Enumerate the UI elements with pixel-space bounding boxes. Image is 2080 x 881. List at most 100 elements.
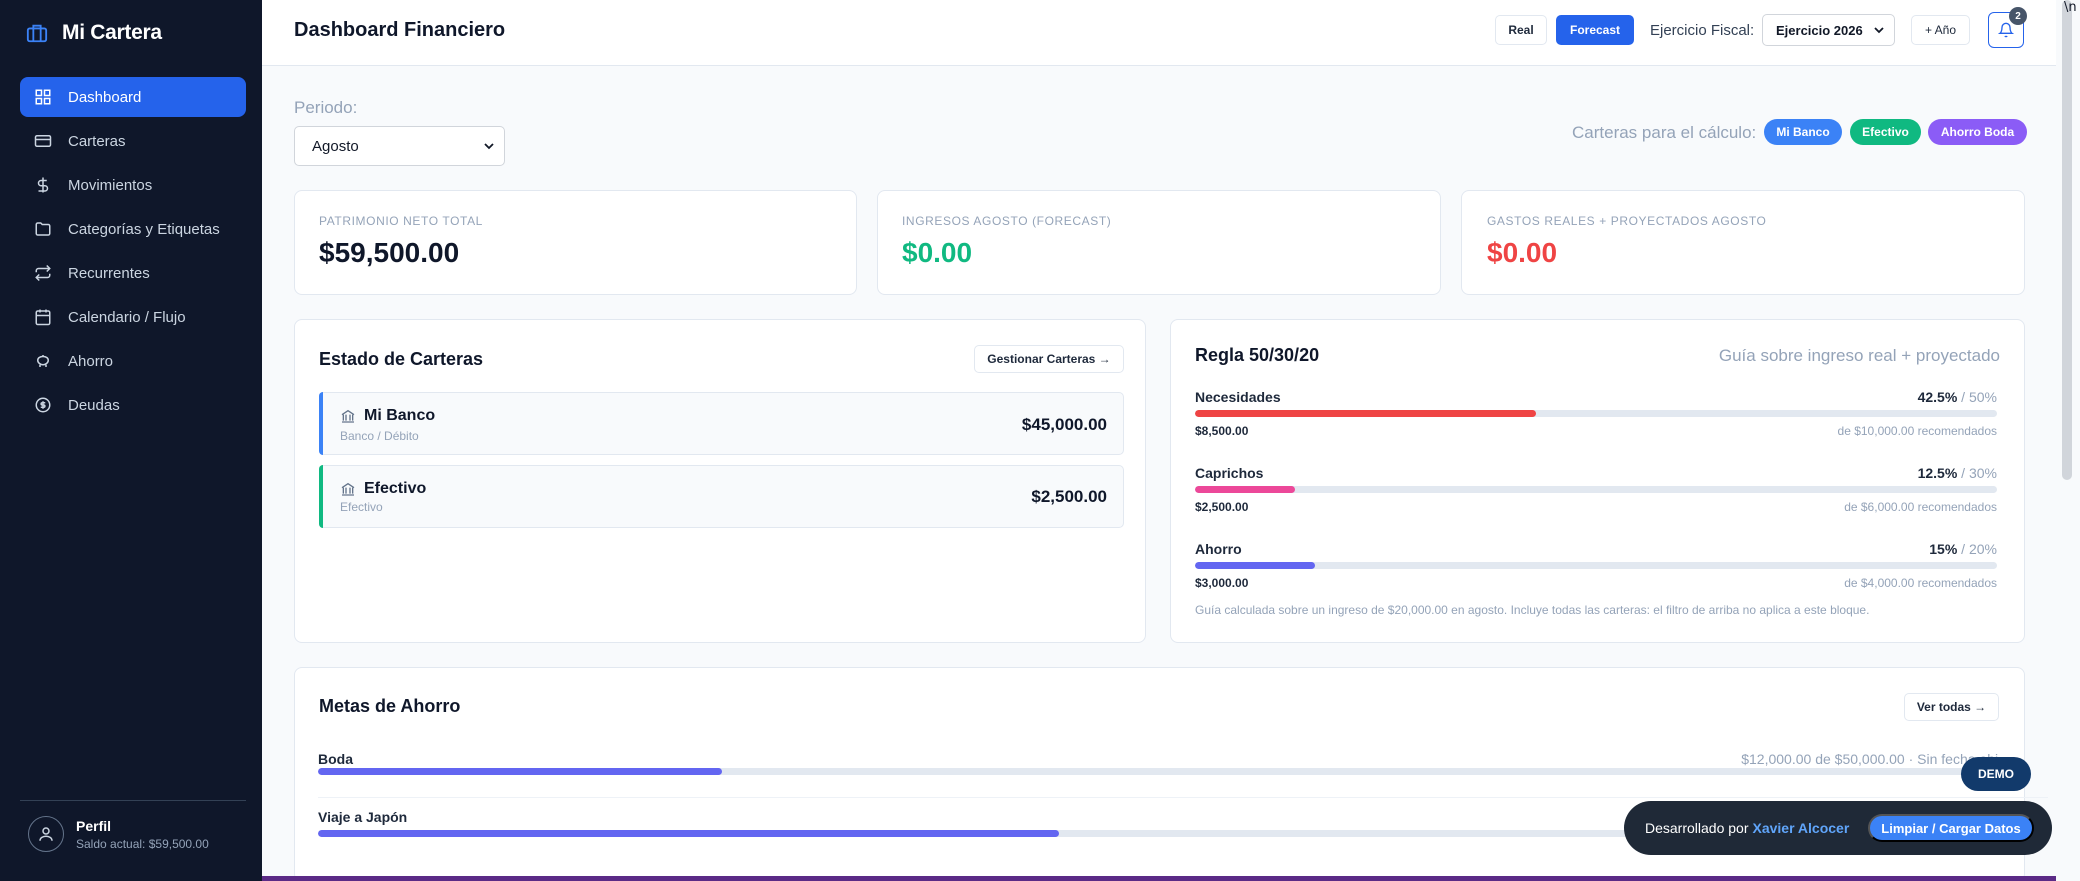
sidebar-item-calendario[interactable]: Calendario / Flujo	[20, 297, 246, 337]
kpi-label: INGRESOS AGOSTO (FORECAST)	[902, 214, 1112, 228]
rule-percentage: 12.5% / 30%	[1917, 465, 1997, 481]
goal-progress-track	[318, 830, 2002, 837]
goal-progress-fill	[318, 830, 1059, 837]
wallet-amount: $45,000.00	[1021, 415, 1107, 434]
rule-progress-track	[1195, 486, 1997, 493]
chevron-down-icon	[1874, 27, 1884, 34]
reset-load-data-button[interactable]: Limpiar / Cargar Datos	[1868, 814, 2034, 842]
wallet-amount: $2,500.00	[1031, 487, 1107, 506]
sidebar-item-carteras[interactable]: Carteras	[20, 121, 246, 161]
wallet-chip-ahorro-boda[interactable]: Ahorro Boda	[1928, 119, 2027, 145]
profile-name: Perfil	[76, 817, 112, 834]
rule-503020-card: Regla 50/30/20 Guía sobre ingreso real +…	[1170, 319, 2025, 643]
add-year-button[interactable]: + Año	[1911, 15, 1970, 45]
grid-icon	[35, 89, 51, 105]
scrollbar-thumb[interactable]	[2062, 0, 2072, 480]
user-icon	[39, 827, 53, 841]
rule-progress-track	[1195, 562, 1997, 569]
fiscal-year-label: Ejercicio Fiscal:	[1650, 22, 1755, 39]
sidebar-item-label: Deudas	[68, 396, 120, 414]
fiscal-year-value: Ejercicio 2026	[1776, 22, 1863, 38]
rule-recommended: de $10,000.00 recomendados	[1837, 424, 1997, 438]
sidebar-item-categorias[interactable]: Categorías y Etiquetas	[20, 209, 246, 249]
brand[interactable]: Mi Cartera	[26, 18, 162, 48]
sidebar-item-label: Dashboard	[68, 88, 142, 106]
rule-amount: $2,500.00	[1195, 500, 1249, 514]
kpi-value: $0.00	[902, 237, 973, 268]
goal-name: Boda	[318, 751, 353, 767]
demo-badge[interactable]: DEMO	[1961, 757, 2031, 791]
wallet-row[interactable]: Efectivo Efectivo $2,500.00	[319, 465, 1124, 528]
profile[interactable]: Perfil Saldo actual: $59,500.00	[28, 816, 209, 852]
rule-amount: $3,000.00	[1195, 576, 1249, 590]
kpi-label: PATRIMONIO NETO TOTAL	[319, 214, 483, 228]
rule-percentage: 42.5% / 50%	[1917, 389, 1997, 405]
folder-icon	[35, 222, 51, 236]
bank-icon	[341, 409, 355, 423]
see-all-goals-button[interactable]: Ver todas →	[1904, 693, 1999, 721]
goal-progress-track	[318, 768, 2002, 775]
kpi-value: $0.00	[1487, 237, 1558, 268]
manage-wallets-button[interactable]: Gestionar Carteras →	[974, 345, 1124, 373]
sidebar-nav: Dashboard Carteras Movimientos Categoría…	[20, 77, 246, 429]
wallet-type: Banco / Débito	[340, 429, 419, 443]
wallet-row[interactable]: Mi Banco Banco / Débito $45,000.00	[319, 392, 1124, 455]
sidebar-item-label: Categorías y Etiquetas	[68, 220, 220, 238]
sidebar: Mi Cartera Dashboard Carteras Movimiento…	[0, 0, 262, 881]
main-content: Dashboard Financiero Real Forecast Ejerc…	[262, 0, 2056, 881]
goal-name: Viaje a Japón	[318, 809, 408, 825]
period-select[interactable]: Agosto	[294, 126, 505, 166]
sidebar-item-deudas[interactable]: Deudas	[20, 385, 246, 425]
goal-info: $12,000.00 de $50,000.00 · Sin fecha obj…	[1741, 751, 2002, 767]
kpi-card-net-worth: PATRIMONIO NETO TOTAL $59,500.00	[294, 190, 857, 295]
rule-name: Caprichos	[1195, 465, 1264, 481]
bottom-edge	[262, 876, 2056, 881]
profile-balance: Saldo actual: $59,500.00	[76, 836, 209, 851]
wallets-card-title: Estado de Carteras	[319, 349, 484, 369]
rule-card-title: Regla 50/30/20	[1195, 345, 1320, 365]
sidebar-item-dashboard[interactable]: Dashboard	[20, 77, 246, 117]
sidebar-item-ahorro[interactable]: Ahorro	[20, 341, 246, 381]
page-title: Dashboard Financiero	[294, 19, 506, 41]
topbar: Dashboard Financiero Real Forecast Ejerc…	[262, 0, 2056, 66]
toast-author-link[interactable]: Xavier Alcocer	[1752, 820, 1850, 836]
rule-percentage: 15% / 20%	[1929, 541, 1997, 557]
rule-card-subtitle: Guía sobre ingreso real + proyectado	[1718, 346, 2000, 365]
rule-recommended: de $6,000.00 recomendados	[1844, 500, 1997, 514]
rule-progress-fill	[1195, 410, 1536, 417]
wallet-color-bar	[319, 392, 323, 455]
mode-real-button[interactable]: Real	[1495, 15, 1547, 45]
sidebar-item-movimientos[interactable]: Movimientos	[20, 165, 246, 205]
rule-name: Necesidades	[1195, 389, 1281, 405]
rule-row-necesidades: Necesidades 42.5% / 50% $8,500.00 de $10…	[1195, 389, 1997, 449]
rule-name: Ahorro	[1195, 541, 1242, 557]
sidebar-item-label: Carteras	[68, 132, 126, 150]
fiscal-year-select[interactable]: Ejercicio 2026	[1762, 14, 1895, 46]
wallet-chip-efectivo[interactable]: Efectivo	[1850, 119, 1921, 145]
bank-icon	[341, 482, 355, 496]
developer-toast: Desarrollado por Xavier Alcocer Limpiar …	[1624, 801, 2052, 855]
avatar	[28, 816, 64, 852]
piggy-bank-icon	[36, 355, 50, 367]
goal-progress-fill	[318, 768, 723, 775]
sidebar-item-label: Movimientos	[68, 176, 153, 194]
rule-progress-fill	[1195, 486, 1296, 493]
wallet-name: Efectivo	[364, 480, 427, 497]
wallet-chip-mi-banco[interactable]: Mi Banco	[1764, 119, 1842, 145]
briefcase-icon	[26, 24, 48, 43]
mode-forecast-button[interactable]: Forecast	[1556, 15, 1634, 45]
sidebar-item-label: Calendario / Flujo	[68, 308, 186, 326]
notification-badge: 2	[2009, 7, 2027, 25]
sidebar-divider	[20, 800, 246, 801]
dollar-icon	[37, 177, 49, 193]
kpi-card-expenses: GASTOS REALES + PROYECTADOS AGOSTO $0.00	[1461, 190, 2025, 295]
chevron-down-icon	[484, 143, 494, 150]
wallets-filter-label: Carteras para el cálculo:	[1572, 123, 1757, 142]
notifications-button[interactable]	[1988, 12, 2024, 48]
sidebar-item-recurrentes[interactable]: Recurrentes	[20, 253, 246, 293]
app-name: Mi Cartera	[62, 21, 162, 44]
goal-divider	[318, 797, 2048, 798]
wallet-type: Efectivo	[340, 500, 383, 514]
sidebar-item-label: Recurrentes	[68, 264, 150, 282]
kpi-card-income: INGRESOS AGOSTO (FORECAST) $0.00	[877, 190, 1441, 295]
